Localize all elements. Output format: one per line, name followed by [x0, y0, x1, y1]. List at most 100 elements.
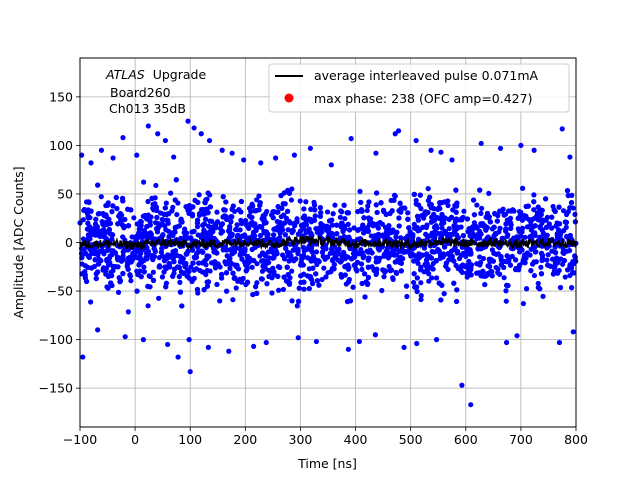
sample-point	[433, 258, 439, 264]
x-tick-label: −100	[63, 432, 97, 447]
sample-point	[480, 268, 486, 274]
sample-point	[426, 278, 432, 284]
sample-point	[249, 246, 255, 253]
sample-point	[286, 258, 292, 264]
sample-point	[414, 288, 420, 295]
sample-point	[141, 269, 147, 275]
sample-point	[145, 283, 151, 289]
sample-point	[513, 265, 519, 272]
sample-point	[422, 211, 428, 218]
sample-point	[257, 202, 263, 209]
sample-point	[199, 248, 205, 254]
sample-point	[283, 215, 290, 222]
sample-point	[163, 227, 169, 233]
board-label: Board260	[110, 85, 171, 100]
sample-point	[411, 271, 417, 277]
sample-point	[167, 264, 173, 270]
sample-point	[366, 255, 372, 261]
sample-point	[322, 256, 328, 262]
sample-point	[380, 207, 387, 213]
sample-point	[220, 194, 226, 200]
sample-point	[411, 191, 417, 197]
sample-point	[442, 244, 448, 250]
sample-point	[195, 232, 201, 238]
sample-point	[190, 260, 196, 266]
data-point	[191, 125, 197, 131]
sample-point	[286, 190, 292, 196]
sample-point	[150, 277, 157, 283]
sample-point	[91, 231, 97, 238]
sample-point	[454, 200, 460, 206]
axis-ticks: −100 0 100 200 300 400 500 600 700 800−150−100−50…	[39, 89, 588, 447]
sample-point	[189, 247, 196, 253]
sample-point	[388, 197, 394, 204]
data-point	[241, 157, 247, 163]
sample-point	[168, 190, 174, 196]
sample-point	[503, 221, 509, 227]
sample-point	[418, 280, 424, 286]
sample-point	[306, 285, 312, 292]
sample-point	[182, 263, 188, 270]
sample-point	[128, 278, 134, 284]
sample-point	[491, 224, 497, 230]
sample-point	[159, 216, 165, 223]
sample-point	[425, 186, 431, 192]
sample-point	[115, 221, 121, 227]
sample-point	[146, 233, 153, 239]
data-point	[165, 341, 171, 348]
sample-point	[275, 264, 282, 270]
sample-point	[86, 254, 92, 261]
sample-point	[531, 216, 537, 222]
sample-point	[506, 217, 513, 223]
sample-point	[445, 251, 451, 257]
sample-point	[478, 210, 484, 217]
sample-point	[468, 272, 474, 278]
sample-point	[569, 285, 575, 291]
sample-point	[95, 269, 101, 275]
sample-point	[170, 249, 176, 255]
sample-point	[475, 246, 481, 252]
sample-point	[237, 276, 243, 282]
sample-point	[199, 269, 206, 275]
sample-point	[251, 257, 257, 264]
sample-point	[364, 248, 370, 254]
sample-point	[195, 217, 201, 223]
y-tick-label: −150	[39, 381, 73, 396]
sample-point	[308, 206, 314, 212]
sample-point	[288, 253, 294, 259]
data-point	[428, 147, 434, 153]
sample-point	[177, 253, 183, 260]
sample-point	[153, 182, 159, 189]
sample-point	[439, 211, 445, 218]
sample-point	[562, 219, 568, 225]
sample-point	[297, 228, 304, 234]
sample-point	[377, 219, 383, 226]
data-point	[559, 126, 565, 132]
sample-point	[162, 264, 168, 270]
sample-point	[212, 259, 218, 265]
sample-point	[490, 258, 496, 264]
sample-point	[549, 214, 555, 220]
sample-point	[359, 280, 365, 287]
sample-point	[484, 225, 490, 231]
sample-point	[503, 288, 509, 294]
sample-point	[560, 208, 567, 214]
sample-point	[374, 190, 380, 196]
sample-point	[364, 207, 370, 214]
sample-point	[196, 192, 202, 198]
sample-point	[557, 284, 564, 291]
data-point	[413, 137, 419, 144]
sample-point	[501, 275, 507, 281]
sample-point	[453, 187, 459, 193]
sample-point	[360, 222, 366, 228]
sample-point	[454, 226, 460, 232]
sample-point	[427, 253, 433, 260]
sample-point	[326, 218, 333, 224]
sample-point	[469, 234, 475, 240]
sample-point	[505, 283, 511, 289]
sample-point	[424, 268, 430, 274]
data-point	[226, 348, 232, 354]
sample-point	[95, 182, 101, 188]
sample-point	[375, 225, 381, 231]
sample-point	[120, 198, 126, 204]
